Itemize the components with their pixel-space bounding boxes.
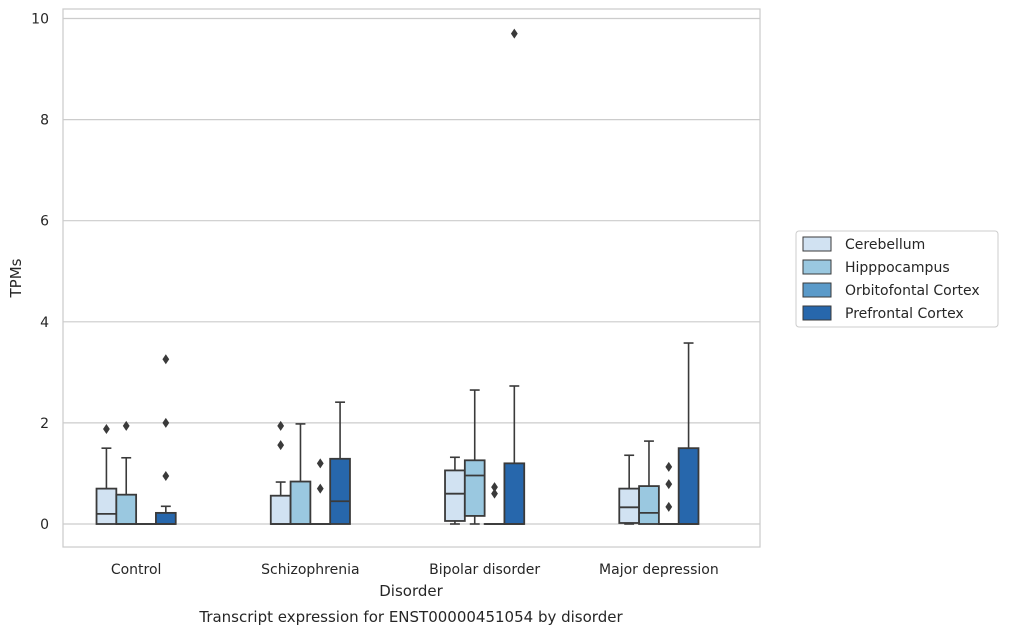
x-tick-label: Major depression — [599, 562, 719, 578]
outlier-point — [665, 501, 673, 512]
y-tick-label: 8 — [40, 113, 49, 129]
outlier-point — [277, 420, 285, 431]
box-iqr — [155, 511, 177, 525]
legend-label: Cerebellum — [845, 237, 925, 253]
outlier-point — [316, 483, 324, 494]
box-hipppocampus — [289, 423, 312, 525]
x-tick-labels: Control Schizophrenia Bipolar disorder Majo… — [111, 562, 719, 578]
outlier-point — [665, 461, 673, 472]
legend-label: Hipppocampus — [845, 260, 950, 276]
box-prefrontal-cortex — [503, 28, 526, 525]
outlier-point — [122, 420, 130, 431]
outlier-point — [491, 488, 498, 499]
legend-swatch — [802, 282, 832, 298]
box-iqr — [638, 485, 660, 525]
box-orbitofontal-cortex — [483, 482, 506, 525]
legend-label: Prefrontal Cortex — [845, 306, 964, 322]
y-tick-label: 0 — [40, 517, 49, 533]
box-orbitofontal-cortex — [657, 461, 680, 525]
x-tick-label: Control — [111, 562, 162, 578]
boxes — [95, 28, 700, 525]
outlier-point — [162, 354, 170, 365]
box-iqr — [289, 480, 312, 525]
y-axis-label: TPMs — [7, 258, 25, 298]
legend-swatch — [802, 305, 832, 321]
x-axis-label: Disorder — [379, 582, 443, 600]
y-tick-label: 10 — [31, 12, 49, 28]
legend: Cerebellum Hipppocampus Orbitofontal Corte… — [795, 230, 999, 328]
y-tick-label: 4 — [40, 315, 49, 331]
box-prefrontal-cortex — [677, 342, 700, 525]
legend-label: Orbitofontal Cortex — [845, 283, 980, 299]
box-iqr — [503, 462, 526, 525]
legend-frame — [795, 230, 999, 328]
box-iqr — [463, 459, 486, 517]
box-iqr — [618, 487, 640, 524]
legend-swatch — [802, 236, 832, 252]
box-hipppocampus — [115, 420, 138, 525]
box-prefrontal-cortex — [329, 401, 351, 525]
box-cerebellum — [269, 420, 292, 525]
plot-frame — [62, 8, 761, 548]
box-iqr — [95, 487, 118, 525]
box-prefrontal-cortex — [155, 354, 177, 525]
outlier-point — [162, 417, 170, 428]
outlier-point — [162, 470, 170, 481]
box-iqr — [329, 457, 351, 525]
box-hipppocampus — [463, 389, 486, 525]
outlier-point — [277, 440, 285, 451]
grid-lines — [63, 17, 760, 525]
outlier-point — [316, 458, 324, 469]
box-cerebellum — [444, 456, 466, 525]
box-cerebellum — [618, 454, 640, 525]
box-orbitofontal-cortex — [309, 458, 332, 525]
y-tick-label: 2 — [40, 416, 49, 432]
box-iqr — [269, 494, 292, 525]
x-tick-label: Schizophrenia — [261, 562, 359, 578]
outlier-point — [491, 482, 498, 493]
x-tick-label: Bipolar disorder — [429, 562, 540, 578]
box-cerebellum — [95, 423, 118, 525]
outlier-point — [510, 28, 518, 39]
box-iqr — [677, 447, 700, 525]
outlier-point — [103, 423, 110, 434]
y-tick-labels: 0 2 4 6 8 10 — [31, 12, 49, 534]
box-hipppocampus — [638, 440, 660, 525]
box-iqr — [115, 493, 138, 525]
chart-caption: Transcript expression for ENST0000045105… — [198, 608, 623, 626]
box-iqr — [444, 469, 466, 522]
y-tick-label: 6 — [40, 214, 49, 230]
outlier-point — [665, 479, 673, 490]
legend-swatch — [802, 259, 832, 275]
